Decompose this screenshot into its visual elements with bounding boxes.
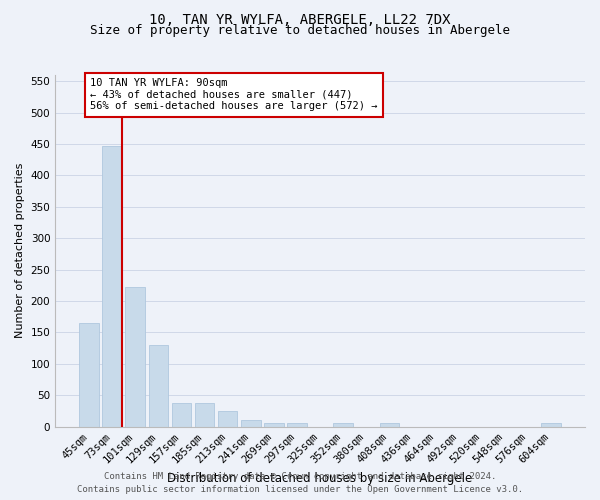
Text: Size of property relative to detached houses in Abergele: Size of property relative to detached ho… (90, 24, 510, 37)
Bar (241, 420, 260, 426)
Bar (218, 411, 238, 426)
Y-axis label: Number of detached properties: Number of detached properties (15, 163, 25, 338)
Bar (103, 146, 122, 426)
Bar (287, 424, 307, 426)
Bar (149, 345, 168, 426)
Text: Contains HM Land Registry data © Crown copyright and database right 2024.
Contai: Contains HM Land Registry data © Crown c… (77, 472, 523, 494)
Bar (125, 287, 145, 426)
Bar (195, 404, 214, 426)
Text: 10, TAN YR WYLFA, ABERGELE, LL22 7DX: 10, TAN YR WYLFA, ABERGELE, LL22 7DX (149, 12, 451, 26)
Bar (380, 424, 399, 426)
Bar (541, 424, 561, 426)
Bar (264, 423, 284, 426)
Bar (79, 323, 99, 426)
Bar (334, 424, 353, 426)
Text: 10 TAN YR WYLFA: 90sqm
← 43% of detached houses are smaller (447)
56% of semi-de: 10 TAN YR WYLFA: 90sqm ← 43% of detached… (90, 78, 378, 112)
X-axis label: Distribution of detached houses by size in Abergele: Distribution of detached houses by size … (167, 472, 473, 485)
Bar (172, 402, 191, 426)
